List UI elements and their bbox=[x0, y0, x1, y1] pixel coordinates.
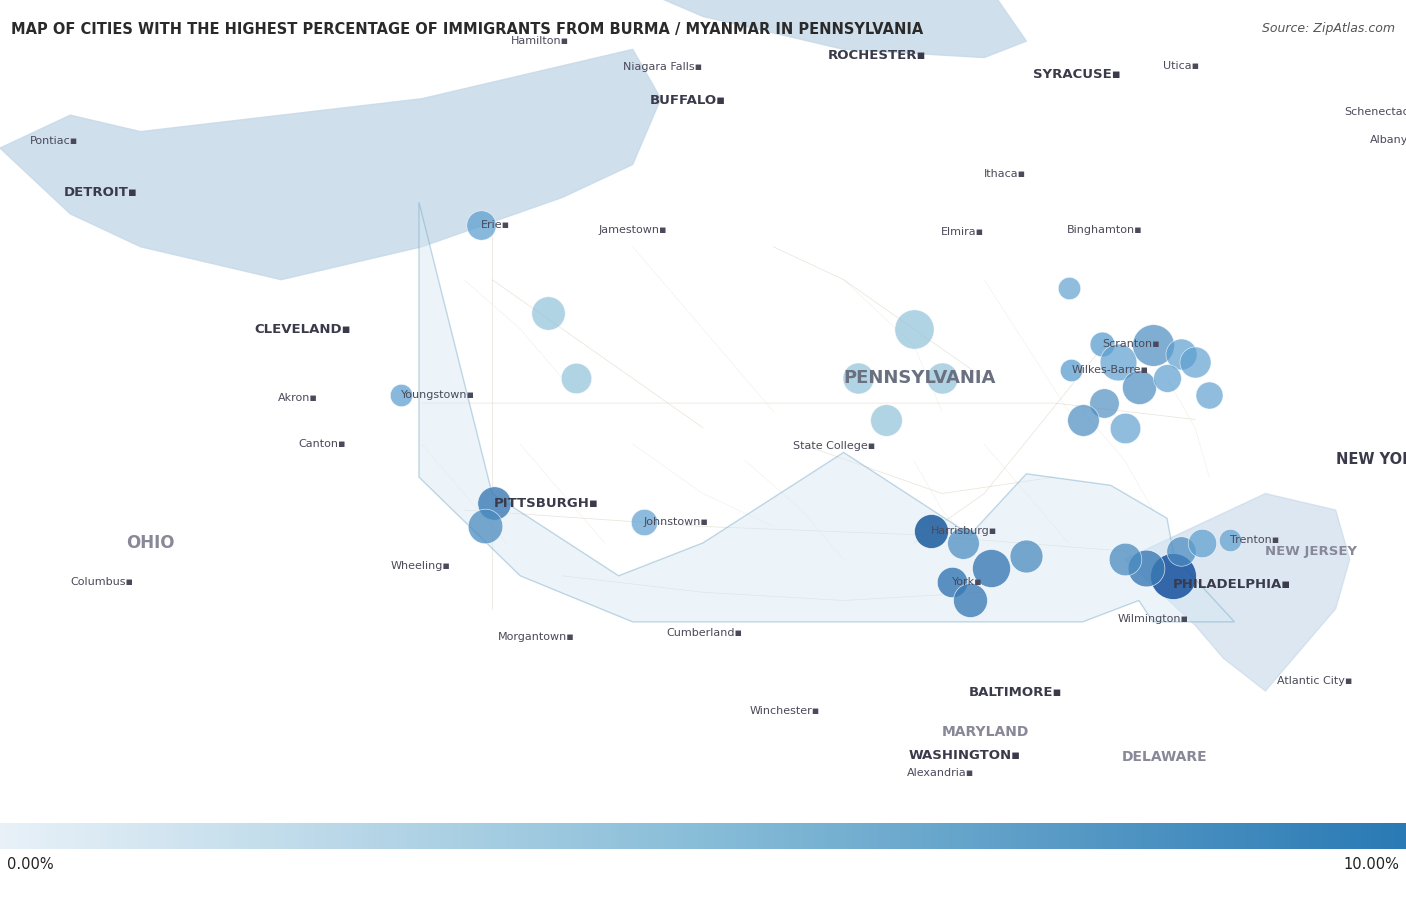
Polygon shape bbox=[619, 0, 1026, 58]
Point bbox=[952, 536, 974, 550]
Point bbox=[931, 371, 953, 386]
Point bbox=[1107, 355, 1129, 369]
Text: BUFFALO▪: BUFFALO▪ bbox=[650, 93, 725, 107]
Text: BALTIMORE▪: BALTIMORE▪ bbox=[969, 686, 1063, 699]
Text: Niagara Falls▪: Niagara Falls▪ bbox=[623, 62, 702, 73]
Text: Ithaca▪: Ithaca▪ bbox=[984, 169, 1026, 180]
Point bbox=[875, 413, 897, 427]
Text: Winchester▪: Winchester▪ bbox=[749, 706, 820, 716]
Text: Atlantic City▪: Atlantic City▪ bbox=[1277, 676, 1353, 686]
Text: Columbus▪: Columbus▪ bbox=[70, 577, 134, 587]
Text: Morgantown▪: Morgantown▪ bbox=[498, 632, 575, 642]
Text: Wilmington▪: Wilmington▪ bbox=[1118, 614, 1188, 624]
Text: Wheeling▪: Wheeling▪ bbox=[391, 561, 451, 571]
Text: Source: ZipAtlas.com: Source: ZipAtlas.com bbox=[1261, 22, 1395, 35]
Text: MARYLAND: MARYLAND bbox=[942, 725, 1029, 739]
Text: NEW JERSEY: NEW JERSEY bbox=[1265, 545, 1357, 557]
Text: Johnstown▪: Johnstown▪ bbox=[644, 517, 709, 527]
Text: PENNSYLVANIA: PENNSYLVANIA bbox=[844, 369, 995, 387]
Text: Pontiac▪: Pontiac▪ bbox=[30, 137, 77, 147]
Point bbox=[1060, 363, 1083, 378]
Text: Wilkes-Barre▪: Wilkes-Barre▪ bbox=[1071, 365, 1149, 375]
Point bbox=[1135, 560, 1157, 574]
Text: SYRACUSE▪: SYRACUSE▪ bbox=[1033, 67, 1121, 81]
Point bbox=[537, 306, 560, 320]
Point bbox=[1114, 552, 1136, 566]
Point bbox=[1161, 568, 1184, 583]
Text: DELAWARE: DELAWARE bbox=[1122, 750, 1208, 764]
Point bbox=[389, 387, 412, 402]
Text: OHIO: OHIO bbox=[127, 534, 174, 552]
Point bbox=[1219, 532, 1241, 547]
Text: ROCHESTER▪: ROCHESTER▪ bbox=[828, 49, 927, 62]
Text: NEW YORK▪: NEW YORK▪ bbox=[1336, 451, 1406, 467]
Text: PITTSBURGH▪: PITTSBURGH▪ bbox=[494, 497, 599, 510]
Text: Cumberland▪: Cumberland▪ bbox=[666, 628, 742, 638]
Text: Youngstown▪: Youngstown▪ bbox=[401, 390, 475, 400]
Text: 10.00%: 10.00% bbox=[1343, 858, 1399, 872]
Text: Albany▪: Albany▪ bbox=[1369, 135, 1406, 145]
Point bbox=[474, 520, 496, 534]
Text: Alexandria▪: Alexandria▪ bbox=[907, 769, 974, 779]
Text: Hamilton▪: Hamilton▪ bbox=[510, 36, 568, 46]
Point bbox=[941, 575, 963, 590]
Text: Trenton▪: Trenton▪ bbox=[1230, 535, 1279, 545]
Text: Elmira▪: Elmira▪ bbox=[941, 227, 984, 237]
Point bbox=[470, 218, 492, 233]
Text: WASHINGTON▪: WASHINGTON▪ bbox=[908, 749, 1021, 761]
Text: 0.00%: 0.00% bbox=[7, 858, 53, 872]
Point bbox=[1170, 544, 1192, 558]
Text: Scranton▪: Scranton▪ bbox=[1102, 339, 1160, 349]
Text: Jamestown▪: Jamestown▪ bbox=[599, 226, 668, 236]
Point bbox=[903, 322, 925, 336]
Point bbox=[1015, 549, 1038, 564]
Point bbox=[846, 371, 869, 386]
Point bbox=[1128, 379, 1150, 394]
Text: Utica▪: Utica▪ bbox=[1163, 61, 1199, 71]
Text: Binghamton▪: Binghamton▪ bbox=[1067, 226, 1143, 236]
Point bbox=[920, 524, 942, 539]
Text: CLEVELAND▪: CLEVELAND▪ bbox=[254, 323, 352, 335]
Polygon shape bbox=[0, 49, 661, 280]
Text: Schenectady▪: Schenectady▪ bbox=[1344, 107, 1406, 117]
Point bbox=[980, 560, 1002, 574]
Point bbox=[1156, 371, 1178, 386]
Point bbox=[1170, 346, 1192, 360]
Text: Akron▪: Akron▪ bbox=[278, 393, 318, 403]
Point bbox=[1142, 338, 1164, 352]
Point bbox=[633, 514, 655, 529]
Point bbox=[1057, 280, 1080, 295]
Text: DETROIT▪: DETROIT▪ bbox=[63, 186, 138, 199]
Point bbox=[1071, 413, 1094, 427]
Point bbox=[1198, 387, 1220, 402]
Point bbox=[959, 593, 981, 608]
Point bbox=[1091, 336, 1114, 351]
Text: Canton▪: Canton▪ bbox=[298, 440, 346, 450]
Point bbox=[1114, 421, 1136, 435]
Text: State College▪: State College▪ bbox=[793, 441, 875, 450]
Point bbox=[1184, 355, 1206, 369]
Polygon shape bbox=[1125, 494, 1350, 691]
Text: Harrisburg▪: Harrisburg▪ bbox=[931, 527, 997, 537]
Polygon shape bbox=[419, 202, 1234, 622]
Point bbox=[482, 496, 505, 511]
Text: MAP OF CITIES WITH THE HIGHEST PERCENTAGE OF IMMIGRANTS FROM BURMA / MYANMAR IN : MAP OF CITIES WITH THE HIGHEST PERCENTAG… bbox=[11, 22, 924, 38]
Text: PHILADELPHIA▪: PHILADELPHIA▪ bbox=[1173, 577, 1291, 591]
Point bbox=[1092, 396, 1115, 410]
Text: Erie▪: Erie▪ bbox=[481, 220, 510, 230]
Text: York▪: York▪ bbox=[952, 577, 983, 587]
Point bbox=[565, 371, 588, 386]
Point bbox=[1191, 536, 1213, 550]
